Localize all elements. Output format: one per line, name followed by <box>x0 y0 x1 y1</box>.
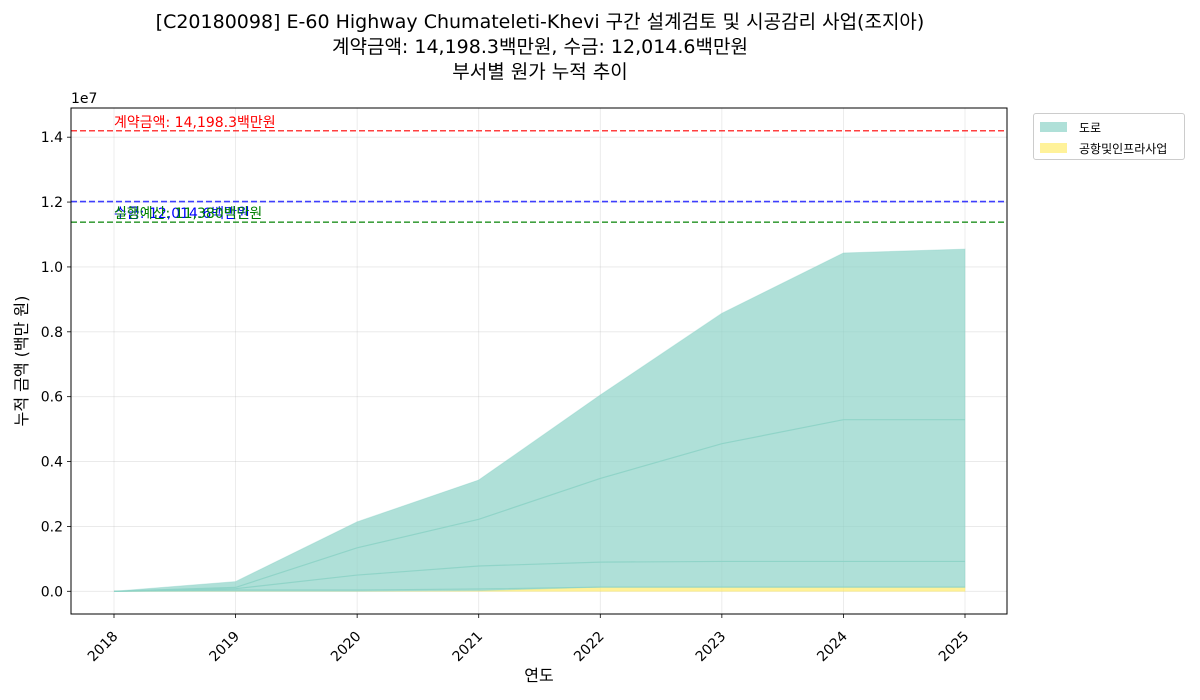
title-line-2: 계약금액: 14,198.3백만원, 수금: 12,014.6백만원 <box>332 36 748 58</box>
y-tick-label: 0.6 <box>41 390 63 406</box>
y-tick-label: 0.4 <box>41 455 63 471</box>
x-tick-label: 2021 <box>450 629 487 666</box>
x-tick-label: 2020 <box>328 629 365 666</box>
reference-label-2: 실행예산: 11,380백만원 <box>114 206 262 222</box>
legend-label-road: 도로 <box>1079 120 1102 135</box>
area-road <box>113 248 966 592</box>
x-tick-label: 2024 <box>814 629 851 666</box>
chart-title: [C20180098] E-60 Highway Chumateleti-Khe… <box>40 10 1040 85</box>
title-line-1: [C20180098] E-60 Highway Chumateleti-Khe… <box>155 11 925 33</box>
legend-label-airport-infra: 공항및인프라사업 <box>1079 141 1168 156</box>
reference-label-0: 계약금액: 14,198.3백만원 <box>114 115 276 131</box>
x-tick-label: 2023 <box>693 629 730 666</box>
y-scale-label: 1e7 <box>71 91 97 107</box>
x-tick-label: 2018 <box>85 629 122 666</box>
y-tick-label: 1.2 <box>41 195 63 211</box>
legend-item-airport-infra: 공항및인프라사업 <box>1040 139 1167 157</box>
legend: 도로 공항및인프라사업 <box>1033 113 1185 160</box>
y-tick-label: 0.0 <box>41 584 63 600</box>
y-axis-label: 누적 금액 (백만 원) <box>12 296 31 427</box>
internal-line-1 <box>113 560 965 592</box>
x-tick-label: 2019 <box>206 629 243 666</box>
legend-item-road: 도로 <box>1040 118 1101 136</box>
x-axis-label: 연도 <box>524 666 553 685</box>
y-tick-label: 0.2 <box>41 519 63 535</box>
legend-swatch-road <box>1040 122 1067 132</box>
x-tick-label: 2025 <box>936 629 973 666</box>
x-tick-label: 2022 <box>571 629 608 666</box>
legend-swatch-airport-infra <box>1040 143 1067 153</box>
internal-line-layer <box>113 419 965 592</box>
y-tick-label: 1.4 <box>41 130 63 146</box>
plot-frame <box>70 107 1008 615</box>
reference-label-1: 수금: 12,014.6백만원 <box>114 206 250 222</box>
area-layer <box>113 248 966 592</box>
internal-line-0 <box>113 586 965 592</box>
internal-line-2 <box>113 419 965 592</box>
title-line-3: 부서별 원가 누적 추이 <box>452 61 628 83</box>
y-tick-label: 0.8 <box>41 325 63 341</box>
y-tick-label: 1.0 <box>41 260 63 276</box>
